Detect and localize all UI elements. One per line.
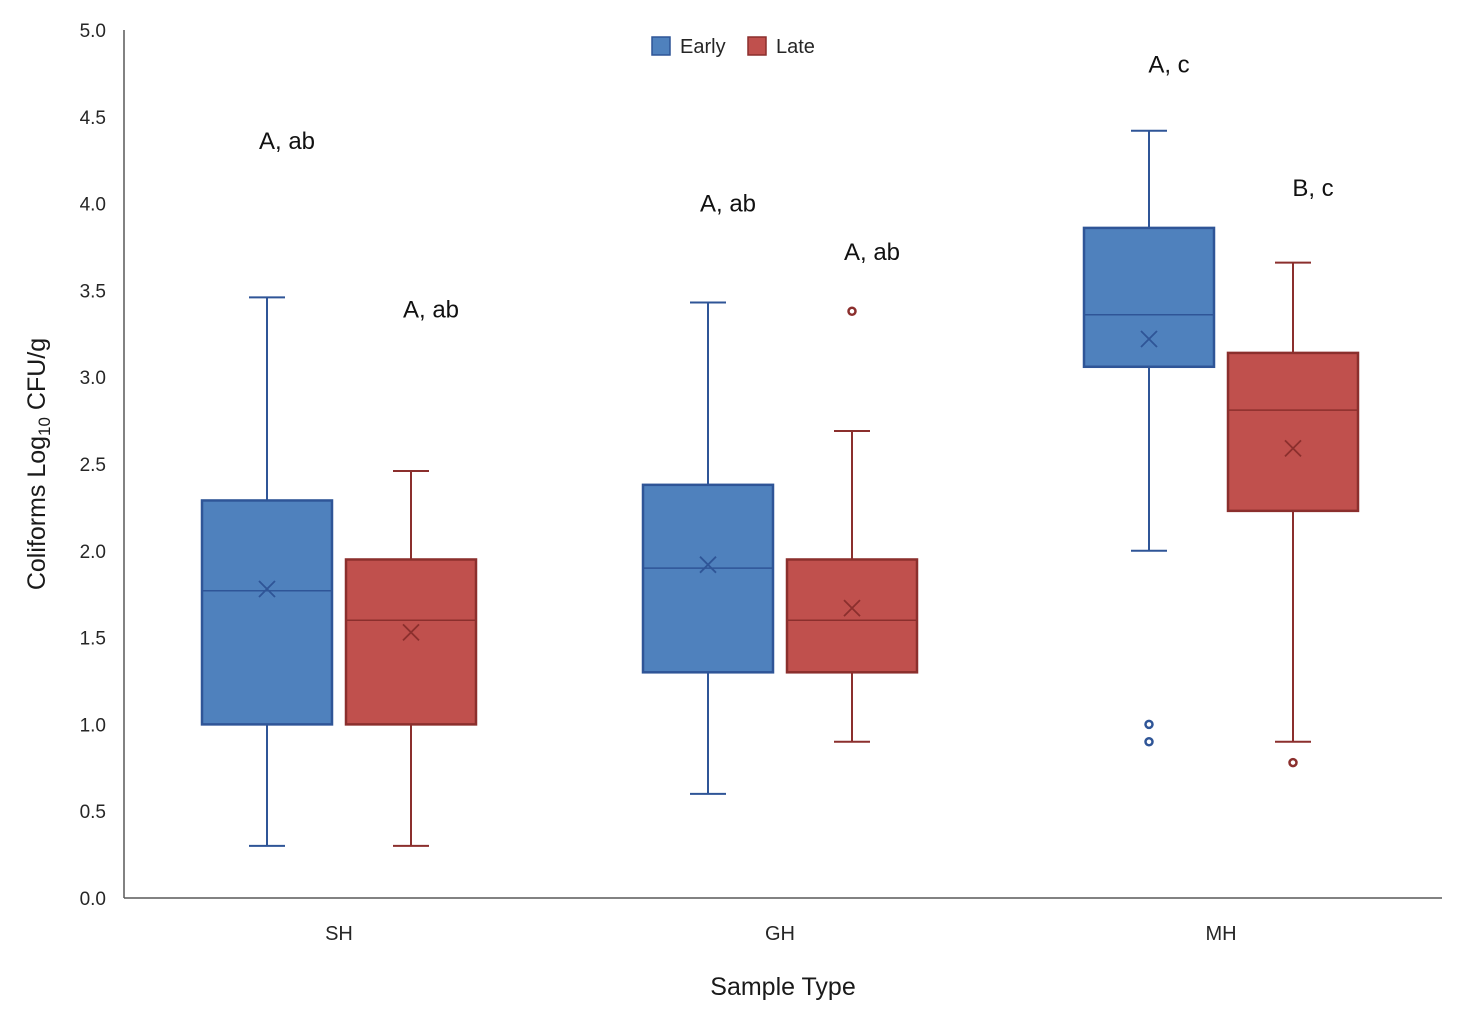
outlier-point xyxy=(1288,757,1298,768)
iqr-box xyxy=(1226,351,1360,513)
legend-label-late: Late xyxy=(776,36,815,58)
y-tick-labels: 0.0 0.5 1.0 1.5 2.0 2.5 3.0 3.5 4.0 4.5 5.0 xyxy=(80,21,106,910)
y-axis-title: Coliforms Log10 CFU/g xyxy=(23,338,54,590)
outlier-point xyxy=(1144,737,1154,747)
legend-swatch-early xyxy=(651,36,671,56)
series-early xyxy=(200,129,1216,847)
series-late xyxy=(344,261,1360,847)
box-late-gh xyxy=(785,306,919,743)
box-early-gh xyxy=(641,301,775,795)
y-tick-label: 4.5 xyxy=(80,108,106,129)
legend-swatch-late xyxy=(747,36,767,56)
y-tick-label: 4.0 xyxy=(80,195,106,216)
legend: Early Late xyxy=(651,36,815,58)
box-late-mh xyxy=(1226,261,1360,768)
mean-marker xyxy=(402,623,420,642)
mean-marker xyxy=(699,556,717,574)
x-category-label: GH xyxy=(765,923,795,945)
y-tick-label: 3.5 xyxy=(80,281,106,302)
x-axis-title: Sample Type xyxy=(710,973,855,1001)
y-tick-label: 5.0 xyxy=(80,21,106,42)
annotation-label: B, c xyxy=(1292,175,1333,202)
annotation-label: A, ab xyxy=(259,128,315,155)
iqr-box xyxy=(641,483,775,674)
iqr-box xyxy=(200,499,334,726)
legend-label-early: Early xyxy=(680,36,726,58)
y-axis-title-unit: CFU/g xyxy=(23,338,51,417)
x-category-label: SH xyxy=(325,923,353,945)
significance-annotations: A, ab A, ab A, ab A, ab A, c B, c xyxy=(259,52,1334,324)
axes xyxy=(123,30,1442,899)
annotation-label: A, c xyxy=(1148,52,1189,79)
y-tick-label: 2.5 xyxy=(80,455,106,476)
box-early-sh xyxy=(200,296,334,847)
x-category-labels: SH GH MH xyxy=(325,923,1236,945)
mean-marker xyxy=(843,599,861,617)
annotation-label: A, ab xyxy=(700,191,756,218)
box-series xyxy=(200,129,1360,847)
outlier-point xyxy=(847,306,857,316)
y-tick-label: 0.0 xyxy=(80,889,106,910)
box-late-sh xyxy=(344,469,478,847)
y-tick-label: 1.5 xyxy=(80,629,106,650)
iqr-box xyxy=(344,558,478,726)
y-tick-label: 2.0 xyxy=(80,542,106,563)
annotation-label: A, ab xyxy=(844,239,900,266)
mean-marker xyxy=(1284,439,1302,458)
y-tick-label: 0.5 xyxy=(80,802,106,823)
annotation-label: A, ab xyxy=(403,296,459,323)
y-tick-label: 1.0 xyxy=(80,715,106,736)
x-category-label: MH xyxy=(1205,923,1236,945)
box-early-mh xyxy=(1082,129,1216,747)
iqr-box xyxy=(1082,226,1216,369)
iqr-box xyxy=(785,558,919,674)
y-axis-title-main: Coliforms Log xyxy=(23,436,51,590)
outlier-point xyxy=(1144,719,1154,730)
mean-marker xyxy=(258,580,276,598)
mean-marker xyxy=(1140,330,1158,348)
y-tick-label: 3.0 xyxy=(80,368,106,389)
y-axis-title-subscript: 10 xyxy=(35,417,54,436)
